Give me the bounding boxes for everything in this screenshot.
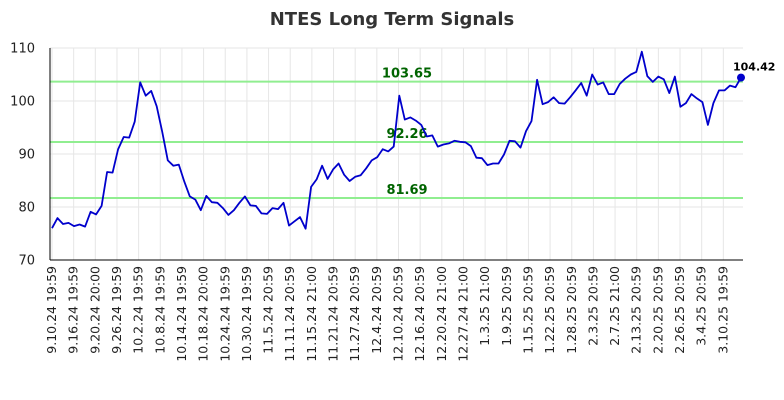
- y-tick-label: 70: [18, 254, 35, 269]
- x-tick-label: 2.7.25 21:00: [607, 266, 622, 346]
- x-tick-label: 11.21.24 20:59: [326, 266, 341, 362]
- x-tick-label: 10.30.24 19:59: [239, 266, 254, 362]
- last-point-marker: 104.42: [733, 61, 775, 82]
- x-tick-label: 1.15.25 20:59: [520, 266, 535, 354]
- x-tick-label: 10.2.24 19:59: [131, 266, 146, 354]
- x-tick-label: 11.5.24 20:59: [261, 266, 276, 354]
- x-tick-label: 12.16.24 20:59: [412, 266, 427, 362]
- x-tick-label: 10.18.24 20:00: [196, 266, 211, 362]
- x-tick-labels: 9.10.24 19:59 9.16.24 19:59 9.20.24 20:00 9…: [44, 266, 730, 362]
- y-tick-label: 100: [10, 95, 35, 110]
- price-series: [51, 50, 742, 230]
- x-tick-label: 9.26.24 19:59: [109, 266, 124, 354]
- x-tick-label: 1.22.25 20:59: [542, 266, 557, 354]
- x-tick-label: 11.15.24 21:00: [304, 266, 319, 362]
- x-tick-label: 2.3.25 20:59: [585, 266, 600, 346]
- y-tick-label: 80: [18, 201, 35, 216]
- x-tick-label: 3.4.25 20:59: [694, 266, 709, 346]
- x-tick-label: 12.20.24 21:00: [434, 266, 449, 362]
- x-tick-label: 1.9.25 20:59: [499, 266, 514, 346]
- y-tick-label: 110: [10, 42, 35, 57]
- x-tick-label: 12.4.24 20:59: [369, 266, 384, 354]
- x-tick-label: 11.11.24 20:59: [282, 266, 297, 362]
- x-tick-label: 1.3.25 21:00: [477, 266, 492, 346]
- x-tick-label: 2.26.25 20:59: [672, 266, 687, 354]
- x-tick-label: 11.27.24 20:59: [347, 266, 362, 362]
- signal-levels: 103.65 92.26 81.69: [50, 67, 743, 200]
- series-line: [51, 50, 742, 230]
- x-tick-label: 12.27.24 21:00: [455, 266, 470, 362]
- x-tick-label: 10.24.24 19:59: [217, 266, 232, 362]
- last-point-label: 104.42: [733, 61, 775, 74]
- level-label: 103.65: [382, 67, 432, 82]
- x-tick-label: 9.20.24 20:00: [87, 266, 102, 354]
- x-tick-label: 2.20.25 20:59: [650, 266, 665, 354]
- y-tick-labels: 70 80 90 100 110: [10, 42, 35, 269]
- level-label: 81.69: [386, 183, 427, 198]
- level-label: 92.26: [386, 127, 427, 142]
- x-tick-label: 3.10.25 19:59: [715, 266, 730, 354]
- x-tick-label: 9.16.24 19:59: [66, 266, 81, 354]
- x-tick-label: 2.13.25 20:59: [629, 266, 644, 354]
- axes: [49, 48, 743, 261]
- chart-title: NTES Long Term Signals: [270, 9, 515, 30]
- last-point-dot: [737, 73, 745, 82]
- y-tick-label: 90: [18, 148, 35, 163]
- x-tick-label: 10.8.24 19:59: [152, 266, 167, 354]
- x-tick-label: 10.14.24 19:59: [174, 266, 189, 362]
- x-tick-label: 1.28.25 20:59: [564, 266, 579, 354]
- x-tick-label: 9.10.24 19:59: [44, 266, 59, 354]
- x-tick-label: 12.10.24 20:59: [391, 266, 406, 362]
